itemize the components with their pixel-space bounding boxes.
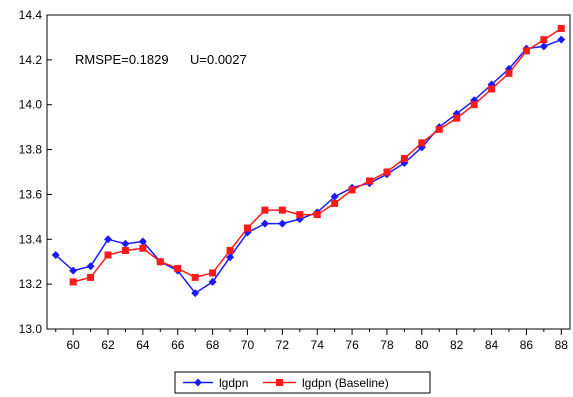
data-point-lgdpn-baseline: [366, 177, 374, 185]
legend-label-lgdpn: lgdpn: [219, 376, 248, 390]
y-tick-label: 14.4: [19, 8, 43, 22]
data-point-lgdpn-baseline: [453, 114, 461, 122]
data-point-lgdpn-baseline: [278, 206, 286, 214]
legend: lgdpn lgdpn (Baseline): [174, 371, 431, 394]
data-point-lgdpn-baseline: [505, 69, 513, 77]
y-tick-label: 13.4: [19, 232, 43, 246]
data-point-lgdpn: [191, 289, 200, 298]
data-point-lgdpn: [330, 192, 339, 201]
x-tick-label: 82: [450, 338, 464, 352]
y-tick-label: 13.0: [19, 322, 43, 336]
data-point-lgdpn-baseline: [174, 264, 182, 272]
y-axis: 13.0 13.2 13.4 13.6 13.8 14.0 14.2 14.4: [19, 8, 52, 336]
data-point-lgdpn-baseline: [313, 211, 321, 219]
x-tick-label: 80: [415, 338, 429, 352]
x-tick-label: 88: [555, 338, 569, 352]
data-point-lgdpn: [557, 35, 566, 44]
data-point-lgdpn-baseline: [540, 36, 548, 44]
data-point-lgdpn-baseline: [121, 247, 129, 254]
data-point-lgdpn-baseline: [435, 125, 443, 133]
data-point-lgdpn-baseline: [191, 273, 199, 281]
y-tick-label: 13.8: [19, 143, 43, 157]
data-point-lgdpn-baseline: [418, 139, 426, 147]
x-tick-label: 84: [485, 338, 499, 352]
data-point-lgdpn-baseline: [348, 186, 356, 194]
data-point-lgdpn: [86, 262, 95, 271]
data-point-lgdpn-baseline: [156, 258, 164, 266]
x-tick-label: 70: [241, 338, 255, 352]
data-point-lgdpn: [69, 266, 78, 275]
legend-marker-lgdpn-baseline: [276, 379, 283, 386]
series-layer: [51, 24, 566, 298]
data-point-lgdpn: [226, 253, 235, 262]
x-tick-label: 62: [101, 338, 115, 352]
data-point-lgdpn: [104, 235, 113, 244]
x-tick-label: 86: [520, 338, 534, 352]
data-point-lgdpn-baseline: [87, 273, 95, 281]
x-tick-label: 64: [136, 338, 150, 352]
data-point-lgdpn-baseline: [261, 206, 269, 214]
legend-box: [174, 371, 431, 394]
data-point-lgdpn: [539, 42, 548, 51]
data-point-lgdpn-baseline: [488, 85, 496, 93]
data-point-lgdpn: [278, 219, 287, 228]
plot-frame: [46, 14, 571, 330]
x-tick-label: 78: [380, 338, 394, 352]
data-point-lgdpn-baseline: [209, 269, 217, 277]
data-point-lgdpn: [208, 277, 217, 286]
data-point-lgdpn-baseline: [139, 244, 147, 252]
data-point-lgdpn: [121, 239, 130, 248]
data-point-lgdpn-baseline: [400, 155, 408, 163]
y-tick-label: 13.6: [19, 187, 43, 201]
data-point-lgdpn-baseline: [226, 247, 234, 254]
y-tick-label: 13.2: [19, 277, 43, 291]
legend-label-lgdpn-baseline: lgdpn (Baseline): [302, 376, 389, 390]
data-point-lgdpn: [260, 219, 269, 228]
data-point-lgdpn: [51, 250, 60, 259]
x-tick-label: 68: [206, 338, 220, 352]
data-point-lgdpn-baseline: [383, 168, 391, 176]
data-point-lgdpn-baseline: [557, 24, 565, 32]
data-point-lgdpn: [138, 237, 147, 246]
data-point-lgdpn-baseline: [296, 211, 304, 219]
data-point-lgdpn-baseline: [104, 251, 112, 259]
data-point-lgdpn-baseline: [69, 278, 77, 286]
x-axis: 60 62 64 66 68 70 72 74 76 78 80 82 84 86 88: [55, 329, 569, 352]
data-point-lgdpn-baseline: [522, 47, 530, 55]
data-point-lgdpn-baseline: [470, 101, 478, 109]
legend-marker-lgdpn: [194, 378, 202, 387]
y-tick-label: 14.0: [19, 98, 43, 112]
data-point-lgdpn-baseline: [243, 224, 251, 232]
x-tick-label: 74: [311, 338, 325, 352]
data-point-lgdpn-baseline: [331, 199, 339, 207]
x-tick-label: 76: [345, 338, 359, 352]
x-tick-label: 66: [171, 338, 185, 352]
annotation-rmspe: RMSPE=0.1829: [75, 52, 169, 67]
y-tick-label: 14.2: [19, 53, 43, 67]
x-tick-label: 72: [276, 338, 290, 352]
annotation-u: U=0.0027: [190, 52, 247, 67]
x-tick-label: 60: [66, 338, 80, 352]
